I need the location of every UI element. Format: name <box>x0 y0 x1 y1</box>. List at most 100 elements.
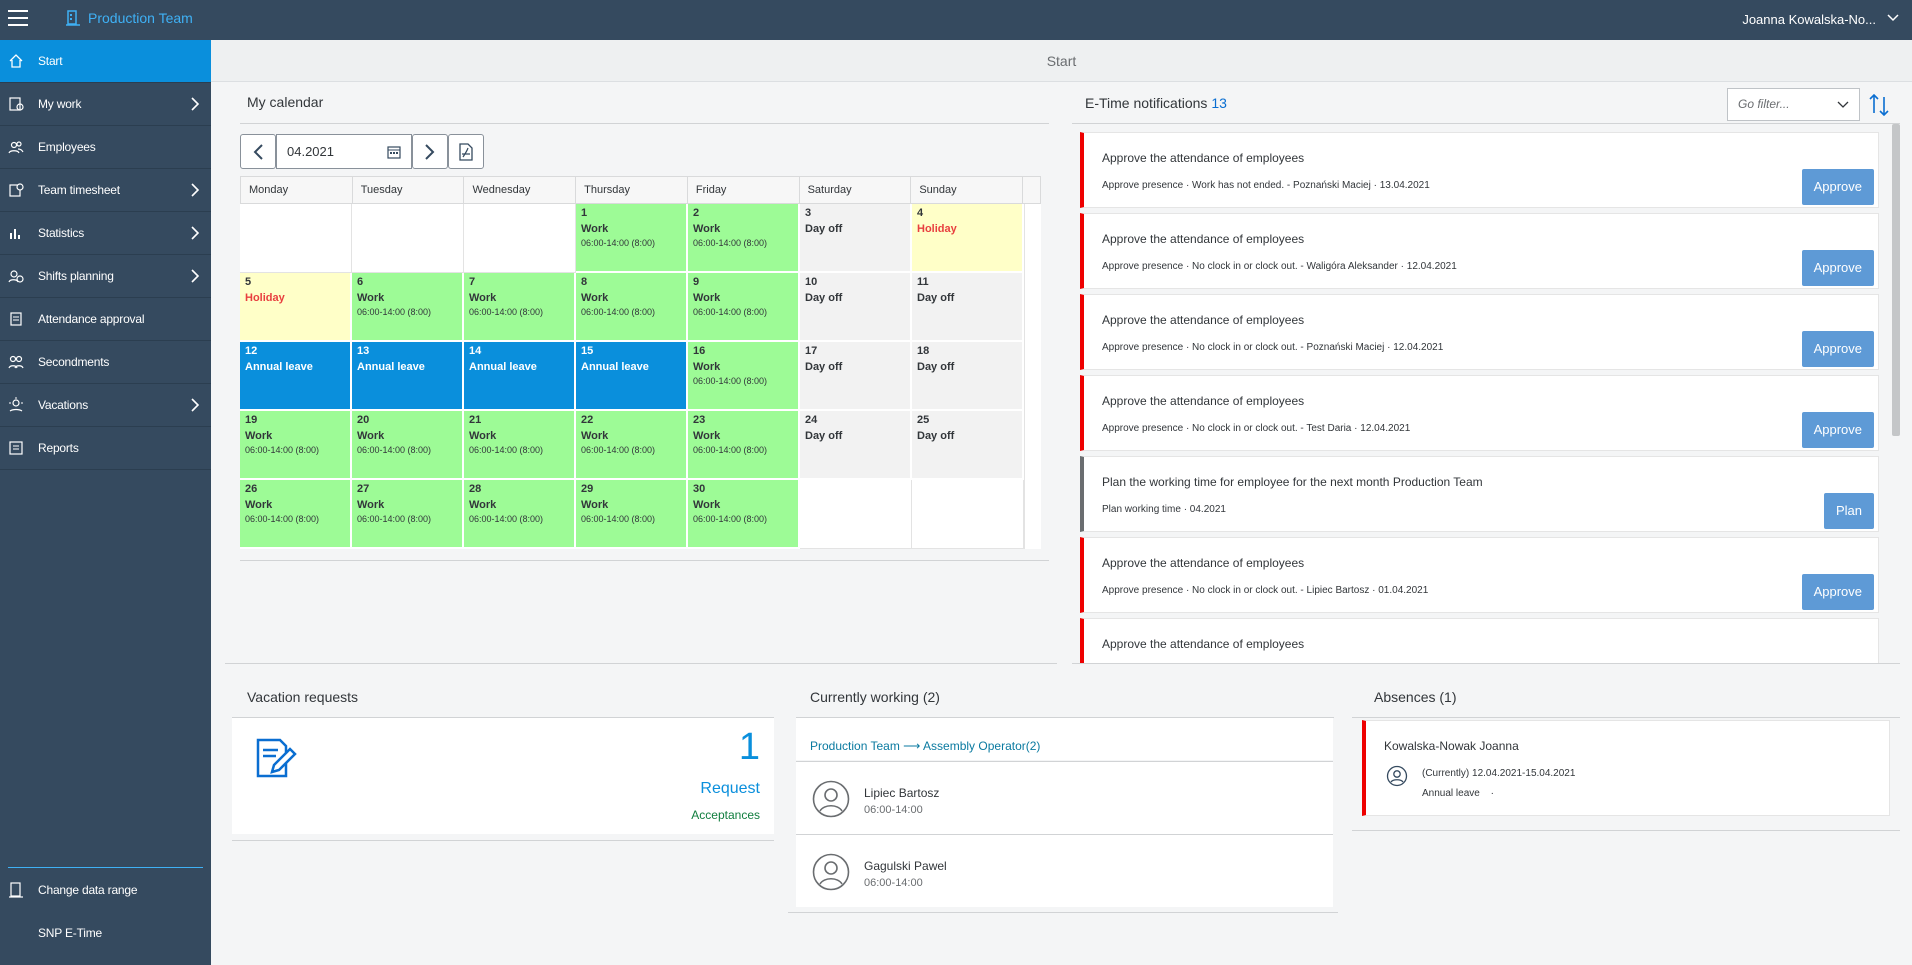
divider <box>240 560 1049 561</box>
sidebar-item-attendance-approval[interactable]: Attendance approval <box>0 298 211 341</box>
day-status: Work <box>693 430 721 442</box>
acceptances-link[interactable]: Acceptances <box>691 808 760 822</box>
day-number: 22 <box>581 414 594 426</box>
sidebar-item-label: Reports <box>38 441 79 455</box>
chevron-right-icon <box>425 143 435 160</box>
sort-icon[interactable] <box>1868 93 1890 117</box>
change-data-range-button[interactable]: Change data range <box>0 868 211 911</box>
calendar-day-cell[interactable]: 15 Annual leave <box>576 342 688 411</box>
calendar-day-cell[interactable]: 2 Work 06:00-14:00 (8:00) <box>688 204 800 273</box>
prev-month-button[interactable] <box>240 134 276 169</box>
chevron-right-icon[interactable] <box>189 269 201 283</box>
chevron-right-icon[interactable] <box>189 398 201 412</box>
calendar-day-cell[interactable]: 3 Day off <box>800 204 912 273</box>
approve-button[interactable]: Approve <box>1801 250 1874 286</box>
vacation-requests-tile[interactable]: 1 Request Acceptances <box>232 718 774 834</box>
sidebar-item-employees[interactable]: Employees <box>0 126 211 169</box>
sidebar-item-team-timesheet[interactable]: Team timesheet <box>0 169 211 212</box>
approve-button[interactable]: Approve <box>1801 412 1874 448</box>
chevron-right-icon[interactable] <box>189 97 201 111</box>
calendar-day-cell[interactable]: 14 Annual leave <box>464 342 576 411</box>
calendar-day-cell[interactable]: 30 Work 06:00-14:00 (8:00) <box>688 480 800 549</box>
calendar-day-cell[interactable]: 4 Holiday <box>912 204 1024 273</box>
next-month-button[interactable] <box>412 134 448 169</box>
calendar-day-cell[interactable]: 7 Work 06:00-14:00 (8:00) <box>464 273 576 342</box>
calendar-day-cell[interactable]: 17 Day off <box>800 342 912 411</box>
notification-item[interactable]: Approve the attendance of employees Appro… <box>1080 537 1879 613</box>
notification-title: Plan the working time for employee for t… <box>1102 475 1483 489</box>
calendar-day-cell[interactable]: 1 Work 06:00-14:00 (8:00) <box>576 204 688 273</box>
calendar-day-cell[interactable]: 26 Work 06:00-14:00 (8:00) <box>240 480 352 549</box>
calendar-day-cell[interactable]: 23 Work 06:00-14:00 (8:00) <box>688 411 800 480</box>
header-spacer <box>1023 177 1040 203</box>
calendar-day-cell[interactable]: 28 Work 06:00-14:00 (8:00) <box>464 480 576 549</box>
calendar-day-cell[interactable]: 8 Work 06:00-14:00 (8:00) <box>576 273 688 342</box>
chevron-right-icon[interactable] <box>189 183 201 197</box>
day-hours: 06:00-14:00 (8:00) <box>357 514 432 524</box>
menu-icon[interactable] <box>8 10 28 26</box>
day-status: Day off <box>805 430 843 442</box>
calendar-day-cell[interactable]: 11 Day off <box>912 273 1024 342</box>
month-date-input[interactable]: 04.2021 <box>276 134 412 169</box>
notification-item[interactable]: Plan the working time for employee for t… <box>1080 456 1879 532</box>
calendar-day-cell[interactable]: 6 Work 06:00-14:00 (8:00) <box>352 273 464 342</box>
statistics-icon <box>8 225 24 241</box>
working-person-row[interactable]: Gagulski Pawel 06:00-14:00 <box>796 835 1333 907</box>
notification-item[interactable]: Approve the attendance of employees <box>1080 618 1879 663</box>
notifications-scrollbar[interactable] <box>1892 124 1900 436</box>
approve-button[interactable]: Approve <box>1801 331 1874 367</box>
calendar-empty-cell <box>800 480 912 549</box>
calendar-day-cell[interactable]: 21 Work 06:00-14:00 (8:00) <box>464 411 576 480</box>
sidebar-item-vacations[interactable]: Vacations <box>0 384 211 427</box>
calendar-day-cell[interactable]: 25 Day off <box>912 411 1024 480</box>
vacation-title: Vacation requests <box>247 689 359 705</box>
team-switcher[interactable]: Production Team <box>66 10 193 26</box>
calendar-icon[interactable] <box>387 145 401 159</box>
day-number: 30 <box>693 483 706 495</box>
calendar-day-cell[interactable]: 12 Annual leave <box>240 342 352 411</box>
day-status: Work <box>357 499 385 511</box>
calendar-grid: Monday Tuesday Wednesday Thursday Friday Satu… <box>240 176 1041 549</box>
approve-button[interactable]: Approve <box>1801 574 1874 610</box>
notifications-filter-select[interactable]: Go filter... <box>1727 88 1860 121</box>
plan-button[interactable]: Plan <box>1823 493 1874 529</box>
avatar-icon <box>812 853 850 891</box>
calendar-day-cell[interactable]: 9 Work 06:00-14:00 (8:00) <box>688 273 800 342</box>
day-status: Day off <box>917 292 955 304</box>
absence-card[interactable]: Kowalska-Nowak Joanna (Currently) 12.04.… <box>1362 720 1890 816</box>
calendar-day-cell[interactable]: 24 Day off <box>800 411 912 480</box>
calendar-day-cell[interactable]: 27 Work 06:00-14:00 (8:00) <box>352 480 464 549</box>
calendar-day-cell[interactable]: 19 Work 06:00-14:00 (8:00) <box>240 411 352 480</box>
calendar-day-cell[interactable]: 13 Annual leave <box>352 342 464 411</box>
approve-button[interactable]: Approve <box>1801 169 1874 205</box>
calendar-day-cell[interactable]: 22 Work 06:00-14:00 (8:00) <box>576 411 688 480</box>
notification-item[interactable]: Approve the attendance of employees Appro… <box>1080 375 1879 451</box>
calendar-day-cell[interactable]: 5 Holiday <box>240 273 352 342</box>
calendar-day-cell[interactable]: 16 Work 06:00-14:00 (8:00) <box>688 342 800 411</box>
sidebar-item-start[interactable]: Start <box>0 40 211 83</box>
chevron-down-icon[interactable] <box>1886 11 1900 25</box>
day-number: 24 <box>805 414 818 426</box>
sidebar-item-shifts-planning[interactable]: Shifts planning <box>0 255 211 298</box>
day-status: Annual leave <box>245 361 313 373</box>
working-group-header[interactable]: Production Team ⟶ Assembly Operator(2) <box>796 718 1333 760</box>
export-pdf-button[interactable] <box>448 134 484 169</box>
calendar-day-cell[interactable]: 29 Work 06:00-14:00 (8:00) <box>576 480 688 549</box>
sidebar-item-secondments[interactable]: Secondments <box>0 341 211 384</box>
day-hours: 06:00-14:00 (8:00) <box>581 445 656 455</box>
sidebar-item-my-work[interactable]: My work <box>0 83 211 126</box>
notification-item[interactable]: Approve the attendance of employees Appro… <box>1080 132 1879 208</box>
chevron-right-icon[interactable] <box>189 226 201 240</box>
working-person-row[interactable]: Lipiec Bartosz 06:00-14:00 <box>796 762 1333 834</box>
calendar-day-cell[interactable]: 20 Work 06:00-14:00 (8:00) <box>352 411 464 480</box>
user-name[interactable]: Joanna Kowalska-No... <box>1742 12 1876 27</box>
notification-item[interactable]: Approve the attendance of employees Appro… <box>1080 213 1879 289</box>
notification-item[interactable]: Approve the attendance of employees Appro… <box>1080 294 1879 370</box>
sidebar-item-reports[interactable]: Reports <box>0 427 211 470</box>
calendar-day-cell[interactable]: 18 Day off <box>912 342 1024 411</box>
sidebar-item-label: Attendance approval <box>38 312 145 326</box>
working-group-link[interactable]: Production Team ⟶ Assembly Operator(2) <box>810 739 1041 753</box>
sidebar-item-statistics[interactable]: Statistics <box>0 212 211 255</box>
vacation-request-label: Request <box>700 780 760 797</box>
calendar-day-cell[interactable]: 10 Day off <box>800 273 912 342</box>
